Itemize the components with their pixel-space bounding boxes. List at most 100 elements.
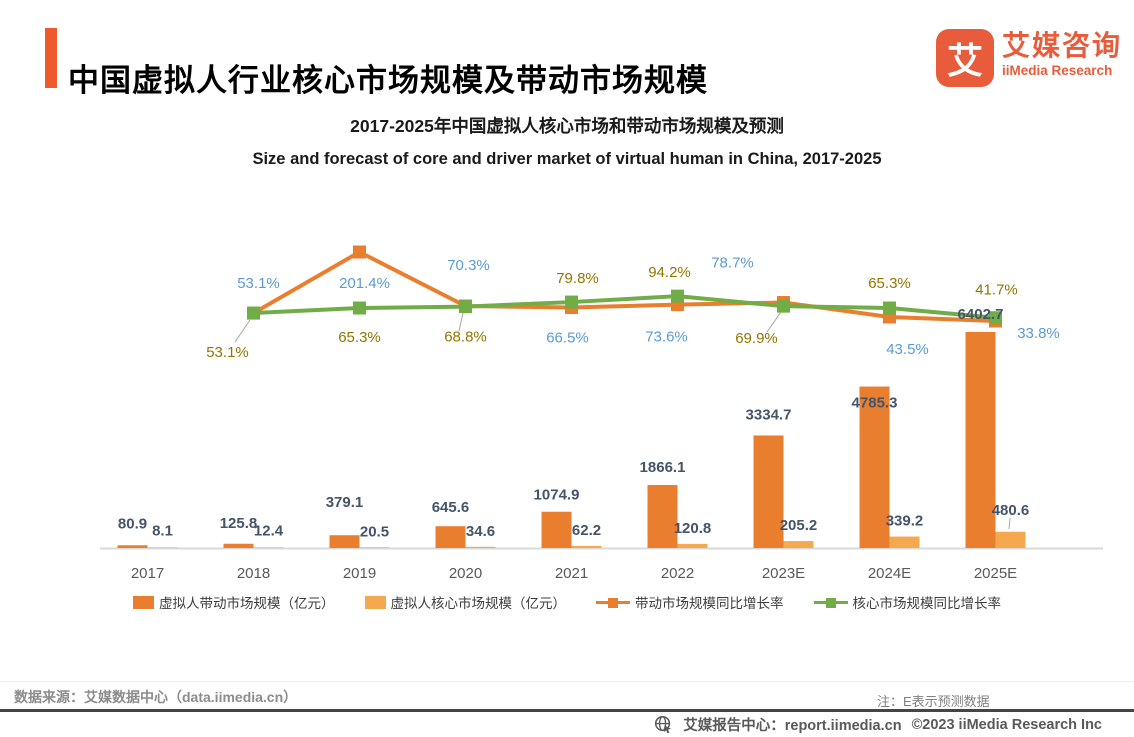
legend-label: 核心市场规模同比增长率 <box>852 596 1002 611</box>
forecast-note-text: 注：E表示预测数据 <box>877 694 990 709</box>
legend-swatch-icon <box>133 595 154 609</box>
bar-core-2017 <box>147 547 178 548</box>
title-accent-bar <box>45 28 57 88</box>
iimedia-logo-text: 艾媒咨询 iiMedia Research <box>1002 29 1122 78</box>
bar-driver-2019 <box>329 535 360 548</box>
bar-core-2024E <box>889 536 920 548</box>
bar-label-core-2019: 20.5 <box>360 523 389 540</box>
bar-label-driver-2018: 125.8 <box>220 515 258 532</box>
bar-driver-2024E <box>859 386 890 548</box>
growth-label-driver-2025E: 33.8% <box>1017 325 1060 342</box>
bar-core-2025E <box>995 531 1026 548</box>
growth-label-driver-2019: 201.4% <box>339 275 390 292</box>
globe-cursor-icon <box>655 715 672 734</box>
driver-marker-2022 <box>671 298 684 312</box>
x-axis-label-2021: 2021 <box>555 565 588 582</box>
growth-label-core-2018: 53.1% <box>206 344 249 361</box>
logo-name-en: iiMedia Research <box>1002 63 1113 78</box>
bar-driver-2017 <box>117 545 148 548</box>
growth-label-driver-2022: 73.6% <box>645 329 688 346</box>
legend-item-1: 虚拟人核心市场规模（亿元） <box>364 592 567 612</box>
copyright-text: ©2023 iiMedia Research Inc <box>911 716 1102 733</box>
bar-label-core-2021: 62.2 <box>572 522 601 539</box>
bar-label-core-2024E: 339.2 <box>886 513 924 530</box>
bar-label-driver-2024E: 4785.3 <box>852 395 898 412</box>
bar-core-2022 <box>677 543 708 548</box>
bar-driver-2022 <box>647 485 678 548</box>
driver-marker-2020 <box>459 299 472 313</box>
driver-growth-line <box>252 249 996 323</box>
core-marker-2024E <box>883 301 896 315</box>
footer-separator <box>0 681 1134 682</box>
driver-marker-2021 <box>565 301 578 315</box>
bar-core-2023E <box>783 541 814 548</box>
driver-marker-2025E <box>989 314 1002 328</box>
bar-core-2019 <box>359 547 390 548</box>
bar-label-driver-2025E: 6402.7 <box>958 306 1004 323</box>
core-marker-2018 <box>247 306 260 320</box>
legend-label: 虚拟人核心市场规模（亿元） <box>390 596 567 611</box>
bar-core-2021 <box>571 545 602 548</box>
bar-label-core-2023E: 205.2 <box>780 517 818 534</box>
bar-label-driver-2021: 1074.9 <box>534 487 580 504</box>
bar-driver-2021 <box>541 511 572 548</box>
driver-marker-2019 <box>353 245 366 259</box>
bar-core-2018 <box>253 547 284 548</box>
x-axis-label-2024E: 2024E <box>868 565 911 582</box>
iimedia-logo-icon: 艾 <box>936 29 994 87</box>
page-title: 中国虚拟人行业核心市场规模及带动市场规模 <box>68 62 708 98</box>
bar-label-driver-2020: 645.6 <box>432 499 470 516</box>
x-axis-label-2022: 2022 <box>661 565 694 582</box>
core-marker-2022 <box>671 289 684 303</box>
bottom-bar: 艾媒报告中心：report.iimedia.cn ©2023 iiMedia R… <box>654 714 1102 735</box>
growth-label-driver-2020: 70.3% <box>447 257 490 274</box>
report-center-text: 艾媒报告中心：report.iimedia.cn <box>683 718 902 734</box>
label-leader-line-0 <box>234 319 251 343</box>
growth-label-core-2019: 65.3% <box>338 329 381 346</box>
legend-item-0: 虚拟人带动市场规模（亿元） <box>133 592 335 612</box>
core-marker-2023E <box>777 299 790 313</box>
legend-line-marker-icon <box>596 596 630 609</box>
label-leader-line-1 <box>458 312 464 332</box>
bar-label-driver-2023E: 3334.7 <box>746 406 792 423</box>
legend-label: 带动市场规模同比增长率 <box>635 596 784 611</box>
x-axis-label-2018: 2018 <box>237 565 270 582</box>
driver-marker-2018 <box>247 306 260 320</box>
bar-label-core-2020: 34.6 <box>466 523 495 540</box>
growth-label-core-2023E: 69.9% <box>735 330 778 347</box>
x-axis-label-2023E: 2023E <box>762 565 805 582</box>
bar-driver-2025E <box>965 331 996 548</box>
legend-swatch-icon <box>364 595 386 609</box>
bar-label-driver-2017: 80.9 <box>118 515 147 532</box>
x-axis-label-2019: 2019 <box>343 565 376 582</box>
chart-title: 2017-2025年中国虚拟人核心市场和带动市场规模及预测 <box>350 116 784 136</box>
chart-legend: 虚拟人带动市场规模（亿元） 虚拟人核心市场规模（亿元） 带动市场规模同比增长率 核心市… <box>0 592 1134 612</box>
x-axis-label-2025E: 2025E <box>974 565 1017 582</box>
bar-label-driver-2022: 1866.1 <box>640 459 686 476</box>
legend-label: 虚拟人带动市场规模（亿元） <box>159 596 335 611</box>
iimedia-logo: 艾 艾媒咨询 iiMedia Research <box>936 29 1122 87</box>
label-leader-line-2 <box>766 311 782 333</box>
growth-label-driver-2021: 66.5% <box>546 330 589 347</box>
growth-label-core-2022: 94.2% <box>648 264 691 281</box>
core-growth-line <box>253 294 996 320</box>
driver-marker-2024E <box>883 310 896 324</box>
bar-driver-2018 <box>223 543 254 548</box>
chart-subtitle: Size and forecast of core and driver mar… <box>252 150 882 168</box>
x-axis-label-2020: 2020 <box>449 565 482 582</box>
footer-divider <box>0 709 1134 712</box>
data-source-text: 数据来源：艾媒数据中心（data.iimedia.cn） <box>14 689 298 705</box>
x-axis-label-2017: 2017 <box>131 565 164 582</box>
growth-label-driver-2024E: 43.5% <box>886 341 929 358</box>
legend-item-2: 带动市场规模同比增长率 <box>596 592 784 612</box>
growth-label-core-2024E: 65.3% <box>868 275 911 292</box>
bar-label-core-2017: 8.1 <box>152 522 173 539</box>
growth-label-core-2020: 68.8% <box>444 329 487 346</box>
bar-driver-2020 <box>435 526 466 548</box>
bar-label-driver-2019: 379.1 <box>326 494 364 511</box>
bar-driver-2023E <box>753 435 784 548</box>
label-leader-line-3 <box>1008 517 1011 530</box>
bar-core-2020 <box>465 546 496 548</box>
logo-name-cn: 艾媒咨询 <box>1002 30 1123 61</box>
